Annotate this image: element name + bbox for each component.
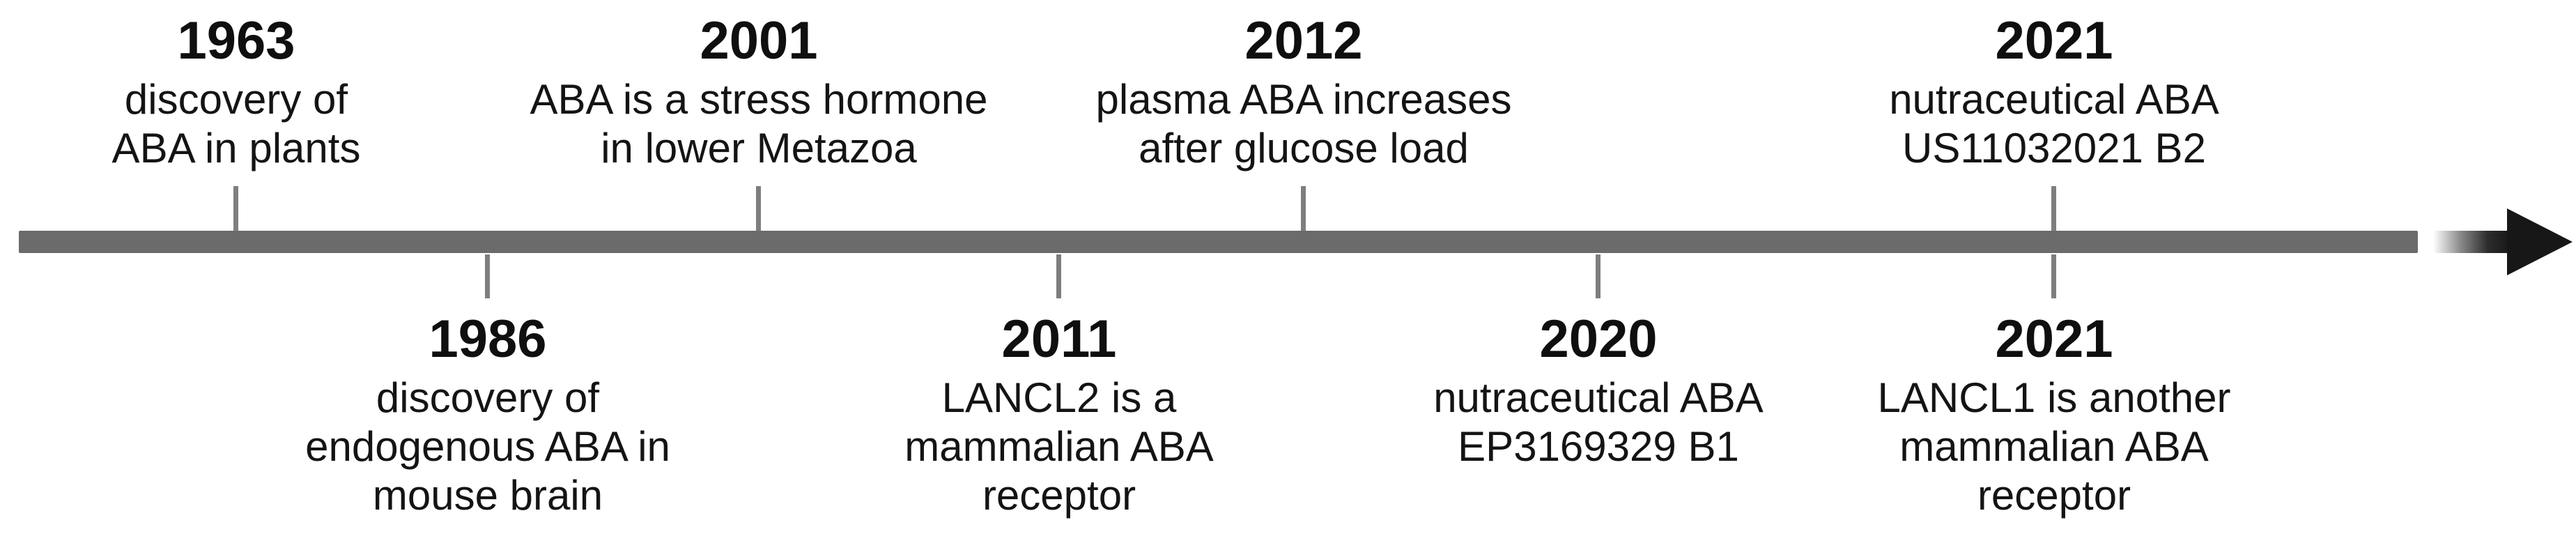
event-1986: 1986 discovery of endogenous ABA in mous… [202,310,773,520]
event-year: 2012 [1244,11,1363,70]
event-description-line: receptor [1977,472,2131,519]
tick-1963 [233,186,238,231]
event-description-line: nutraceutical ABA [1433,374,1764,421]
event-description: nutraceutical ABA EP3169329 B1 [1313,374,1884,471]
event-description: LANCL1 is another mammalian ABA receptor [1768,374,2340,520]
tick-2021-below [2051,254,2056,298]
event-2001: 2001 ABA is a stress hormone in lower Me… [473,11,1044,173]
event-description-line: after glucose load [1139,125,1469,171]
event-2020: 2020 nutraceutical ABA EP3169329 B1 [1313,310,1884,471]
event-description: ABA is a stress hormone in lower Metazoa [473,75,1044,173]
event-description-line: endogenous ABA in [305,423,670,470]
event-year: 2011 [1001,310,1117,369]
event-description: LANCL2 is a mammalian ABA receptor [773,374,1345,520]
event-1963: 1963 discovery of ABA in plants [0,11,522,173]
event-2021-above: 2021 nutraceutical ABA US11032021 B2 [1768,11,2340,173]
event-description-line: receptor [982,472,1136,519]
event-year: 2020 [1539,310,1658,369]
event-description-line: plasma ABA increases [1095,76,1512,123]
event-2011: 2011 LANCL2 is a mammalian ABA receptor [773,310,1345,520]
event-year: 1963 [177,11,295,70]
event-description-line: LANCL2 is a [941,374,1177,421]
event-2021-below: 2021 LANCL1 is another mammalian ABA rec… [1768,310,2340,520]
tick-2001 [756,186,761,231]
event-year: 2001 [700,11,818,70]
tick-2021-above [2051,186,2056,231]
event-year: 2021 [1995,11,2113,70]
event-description-line: mammalian ABA [1899,423,2209,470]
event-description: plasma ABA increases after glucose load [1018,75,1589,173]
timeline-bar [19,231,2418,253]
tick-2012 [1301,186,1306,231]
arrow-right-icon [2507,208,2573,275]
event-description-line: discovery of [376,374,600,421]
event-description-line: mammalian ABA [904,423,1214,470]
event-description-line: ABA is a stress hormone [530,76,988,123]
event-year: 1986 [429,310,547,369]
event-description-line: nutraceutical ABA [1889,76,2219,123]
tick-2011 [1056,254,1061,298]
event-description-line: LANCL1 is another [1877,374,2231,421]
event-description-line: discovery of [124,76,348,123]
event-description-line: mouse brain [372,472,603,519]
arrow-tail-gradient [2433,231,2511,253]
event-description-line: EP3169329 B1 [1458,423,1739,470]
event-description-line: US11032021 B2 [1902,125,2206,171]
event-description-line: in lower Metazoa [601,125,917,171]
event-description: discovery of ABA in plants [0,75,522,173]
tick-2020 [1596,254,1601,298]
tick-1986 [485,254,490,298]
event-description: discovery of endogenous ABA in mouse bra… [202,374,773,520]
event-description: nutraceutical ABA US11032021 B2 [1768,75,2340,173]
event-year: 2021 [1995,310,2113,369]
event-2012: 2012 plasma ABA increases after glucose … [1018,11,1589,173]
event-description-line: ABA in plants [111,125,361,171]
